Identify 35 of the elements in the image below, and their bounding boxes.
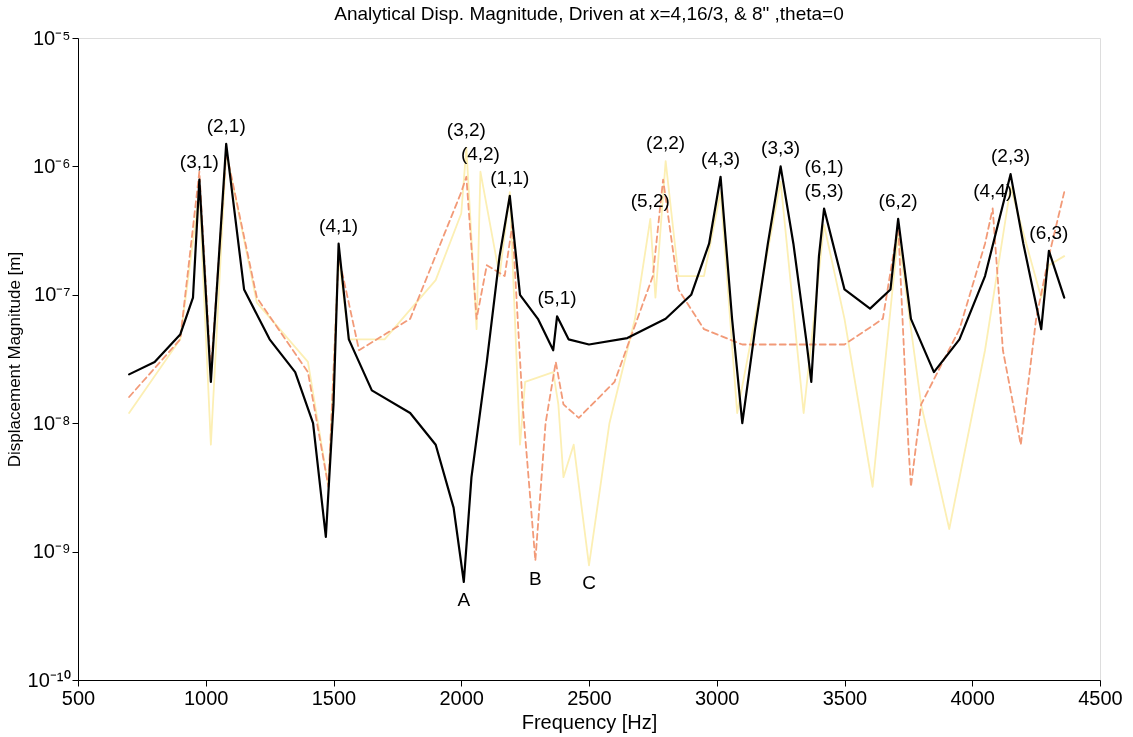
annotation: (2,3) [991, 145, 1031, 167]
annotation: (4,2) [460, 142, 500, 164]
x-tick-label: 3000 [695, 686, 740, 709]
annotation: (6,2) [878, 189, 918, 211]
y-tick-label: 10⁻⁸ [32, 411, 71, 434]
x-axis-title: Frequency [Hz] [521, 710, 658, 733]
annotation: (3,3) [761, 137, 801, 159]
x-tick-label: 2500 [567, 686, 612, 709]
annotation: (4,1) [319, 214, 359, 236]
annotation: (2,2) [646, 132, 686, 154]
y-axis-title: Displacement Magnitude [m] [4, 251, 24, 468]
x-tick-label: 4000 [950, 686, 995, 709]
chart-title: Analytical Disp. Magnitude, Driven at x=4,16/3, & 8" ,theta=0 [334, 3, 844, 24]
annotation: C [582, 572, 596, 594]
x-tick-label: 1000 [184, 686, 229, 709]
y-tick-label: 10⁻⁶ [33, 154, 71, 177]
annotation: (5,3) [804, 179, 844, 201]
annotation: (4,3) [701, 147, 741, 169]
annotation: (2,1) [206, 114, 246, 136]
annotation: B [529, 567, 542, 589]
y-tick-label: 10⁻⁷ [34, 283, 71, 306]
annotation: (5,1) [537, 287, 577, 309]
x-tick-label: 2000 [439, 686, 484, 709]
annotation: (5,2) [630, 189, 670, 211]
y-tick-label: 10⁻⁹ [32, 540, 71, 563]
annotation: A [457, 588, 471, 610]
x-tick-label: 3500 [822, 686, 868, 709]
x-tick-label: 1500 [311, 686, 357, 709]
annotation: (3,2) [446, 118, 486, 140]
annotation: (6,3) [1029, 221, 1069, 243]
x-tick-label: 4500 [1078, 686, 1123, 709]
annotation: (6,1) [804, 155, 844, 177]
y-tick-label: 10⁻⁵ [32, 26, 71, 49]
annotation: (1,1) [490, 166, 530, 188]
annotation: (3,1) [179, 150, 219, 172]
